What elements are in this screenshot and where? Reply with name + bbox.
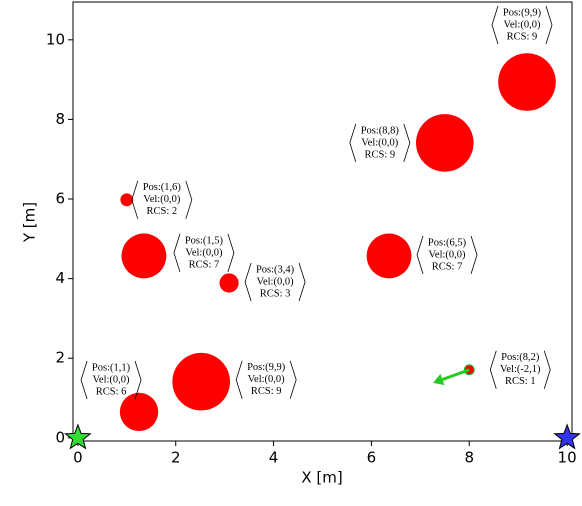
target-label: Pos:(8,8)Vel:(0,0)RCS: 9 [349, 123, 411, 163]
target-label-line: Pos:(1,1) [92, 362, 131, 373]
bracket-right [545, 5, 553, 45]
bracket-right [543, 350, 551, 389]
radar-star [64, 423, 92, 450]
target-label-line: Vel:(0,0) [429, 249, 467, 260]
target-label-line: Vel:(0,0) [503, 19, 541, 30]
target-label-line: RCS: 7 [189, 259, 220, 270]
x-tick-label: 8 [464, 449, 474, 467]
target-label-line: Pos:(6,5) [428, 237, 467, 248]
target-label-line: Pos:(8,2) [501, 352, 540, 363]
target [219, 273, 239, 293]
target-label: Pos:(1,5)Vel:(0,0)RCS: 7 [173, 233, 235, 273]
target-label-line: Vel:(0,0) [185, 247, 223, 258]
bracket-left [491, 5, 499, 45]
target-label-line: Vel:(0,0) [361, 137, 399, 148]
bracket-right [185, 180, 193, 219]
bracket-right [134, 360, 142, 400]
target-label-line: RCS: 7 [432, 261, 463, 272]
target [366, 233, 412, 279]
arrow-head [433, 373, 445, 386]
bracket-right [227, 233, 235, 273]
target-label: Pos:(9,9)Vel:(0,0)RCS: 9 [491, 5, 553, 45]
target-label-line: Pos:(3,4) [256, 264, 295, 275]
target-label-line: RCS: 1 [505, 376, 536, 387]
target-label-line: Vel:(-2,1) [500, 364, 541, 375]
y-tick-label: 8 [55, 110, 65, 128]
bracket-right [298, 262, 306, 302]
target [119, 392, 159, 432]
bracket-left [416, 235, 424, 275]
target-label-line: Vel:(0,0) [257, 276, 295, 287]
target-label-line: Pos:(9,9) [247, 362, 286, 373]
target-label-line: Vel:(0,0) [93, 374, 131, 385]
target [172, 352, 230, 411]
velocity-arrow [441, 368, 470, 381]
x-axis-label: X [m] [301, 469, 342, 487]
bracket-left [131, 180, 139, 219]
bracket-left [235, 360, 243, 399]
target-label-line: RCS: 3 [260, 288, 291, 299]
x-tick-label: 10 [558, 449, 577, 467]
bracket-left [489, 350, 497, 389]
x-tick-label: 6 [367, 449, 377, 467]
y-axis-label: Y [m] [21, 202, 39, 243]
target [498, 53, 556, 111]
x-tick-label: 2 [171, 449, 181, 467]
target-label-line: Pos:(1,5) [185, 235, 224, 246]
x-tick-label: 4 [269, 449, 279, 467]
target-label-line: RCS: 9 [364, 149, 395, 160]
target-label: Pos:(1,1)Vel:(0,0)RCS: 6 [80, 360, 142, 400]
target-label-line: Pos:(1,6) [143, 182, 182, 193]
bracket-left [80, 360, 88, 400]
plot-frame [72, 1, 573, 442]
target [416, 114, 474, 172]
target-label-line: RCS: 9 [251, 386, 282, 397]
y-tick-label: 4 [55, 269, 65, 287]
target-label-line: Pos:(9,9) [503, 7, 542, 18]
target-label-line: RCS: 2 [146, 206, 177, 217]
target [121, 233, 167, 279]
bracket-left [173, 233, 181, 273]
y-tick-label: 0 [55, 428, 65, 446]
bracket-right [470, 235, 478, 275]
bracket-left [349, 123, 357, 163]
target [120, 193, 134, 207]
x-tick-label: 0 [73, 449, 83, 467]
target-label-line: Pos:(8,8) [361, 125, 400, 136]
target-label: Pos:(1,6)Vel:(0,0)RCS: 2 [131, 180, 193, 219]
target-label: Pos:(8,2)Vel:(-2,1)RCS: 1 [489, 350, 551, 389]
bracket-left [244, 262, 252, 302]
target-label: Pos:(6,5)Vel:(0,0)RCS: 7 [416, 235, 478, 275]
target-label-line: Vel:(0,0) [143, 194, 181, 205]
target-label: Pos:(9,9)Vel:(0,0)RCS: 9 [235, 360, 297, 399]
y-tick-label: 6 [55, 190, 65, 208]
bracket-right [403, 123, 411, 163]
target-label-line: Vel:(0,0) [248, 374, 286, 385]
y-tick-label: 10 [46, 30, 65, 48]
radar-star [553, 423, 581, 450]
target-label-line: RCS: 9 [507, 31, 538, 42]
y-tick-label: 2 [55, 349, 65, 367]
target-label: Pos:(3,4)Vel:(0,0)RCS: 3 [244, 262, 306, 302]
bracket-right [289, 360, 297, 399]
target-label-line: RCS: 6 [96, 386, 127, 397]
